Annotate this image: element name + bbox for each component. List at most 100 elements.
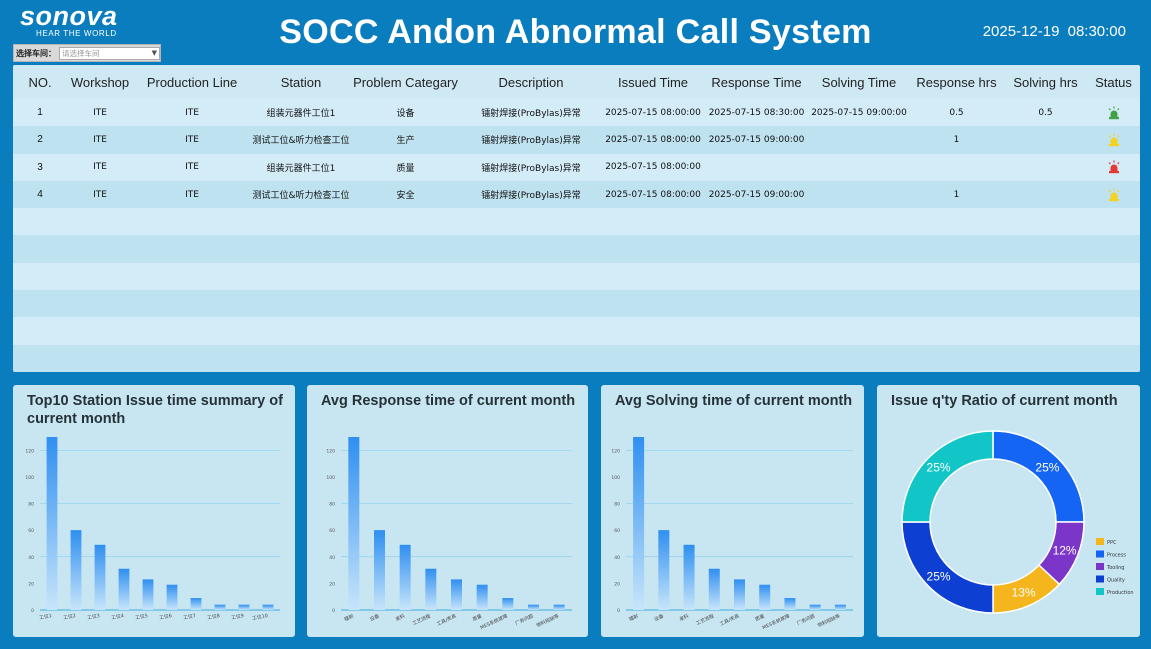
empty-cell xyxy=(809,208,909,235)
workshop-select[interactable]: 请选择车间 ▼ xyxy=(59,46,160,60)
y-tick-label: 40 xyxy=(614,555,620,561)
production-line-cell: ITE xyxy=(185,162,199,173)
row-number: 4 xyxy=(37,189,43,201)
issue-ratio-donut-chart: 25% 12% 13% 25% 25% PPC Process Tooling Quality P… xyxy=(901,430,1134,614)
response-hrs-cell xyxy=(909,154,1004,181)
empty-cell xyxy=(13,235,67,262)
column-header: NO. xyxy=(13,65,67,99)
x-tick-label: 工位5 xyxy=(135,612,149,621)
empty-cell xyxy=(67,345,133,372)
legend-swatch xyxy=(1096,588,1104,595)
avg-response-chart-panel: Avg Response time of current month 0 20 40… xyxy=(307,385,588,637)
bar xyxy=(238,604,250,610)
bar xyxy=(348,437,360,610)
bar xyxy=(262,604,274,610)
empty-cell xyxy=(251,263,351,290)
column-header: Response hrs xyxy=(909,65,1004,99)
y-tick-label: 20 xyxy=(28,581,34,587)
empty-cell xyxy=(133,290,251,317)
empty-cell xyxy=(351,290,460,317)
column-header: Response Time xyxy=(704,65,809,99)
empty-cell xyxy=(1087,290,1140,317)
x-tick-label: 工位3 xyxy=(87,612,101,621)
sonova-logo: sonova HEAR THE WORLD xyxy=(20,2,118,38)
category-cell: 生产 xyxy=(396,136,415,147)
column-header: Solving hrs xyxy=(1004,65,1087,99)
station-cell: 测试工位&听力检查工位 xyxy=(252,191,350,202)
empty-cell xyxy=(67,290,133,317)
empty-cell xyxy=(1004,345,1087,372)
y-tick-label: 0 xyxy=(617,608,620,614)
column-header: Problem Categary xyxy=(351,65,460,99)
y-tick-label: 40 xyxy=(329,555,335,561)
bar xyxy=(759,584,771,610)
bar xyxy=(784,598,796,610)
bar xyxy=(734,579,745,610)
station-cell: 测试工位&听力检查工位 xyxy=(252,136,350,147)
solving-time-cell: 2025-07-15 09:00:00 xyxy=(811,107,907,118)
bar xyxy=(214,604,226,610)
empty-cell xyxy=(13,345,67,372)
x-tick-label: MES系统故障 xyxy=(761,612,791,631)
top10-station-bar-chart: 0 20 40 60 80 100 120 工位1 工位2 工位3 工位4 工位5 工位6 工位7 工位8 工… xyxy=(25,437,280,622)
y-tick-label: 80 xyxy=(329,502,335,508)
empty-cell xyxy=(704,235,809,262)
x-tick-label: 厂务问题 xyxy=(514,612,535,627)
bar xyxy=(476,584,488,610)
category-cell: 设备 xyxy=(396,109,415,120)
column-header: Production Line xyxy=(133,65,251,99)
y-tick-label: 40 xyxy=(28,555,34,561)
y-tick-label: 60 xyxy=(329,528,335,534)
legend-label: PPC xyxy=(1107,540,1117,546)
empty-cell xyxy=(704,290,809,317)
empty-cell xyxy=(351,317,460,344)
table-row: 4 ITE ITE 测试工位&听力检查工位 安全 镭射焊接(ProBylas)异常 2025… xyxy=(13,180,1140,209)
empty-cell xyxy=(909,235,1004,262)
x-tick-label: 工位8 xyxy=(207,612,221,621)
empty-cell xyxy=(809,345,909,372)
top10-station-chart-panel: Top10 Station Issue time summary of curr… xyxy=(13,385,295,637)
chevron-down-icon[interactable]: ▼ xyxy=(151,48,157,57)
x-tick-label: 物料短缺等 xyxy=(817,612,842,629)
table-row xyxy=(13,344,1140,372)
chart-title: Avg Solving time of current month xyxy=(615,393,853,409)
x-tick-label: 工位6 xyxy=(159,612,173,621)
empty-cell xyxy=(460,317,602,344)
solving-hrs-cell xyxy=(1004,181,1087,208)
empty-cell xyxy=(809,235,909,262)
solving-hrs-cell: 0.5 xyxy=(1038,107,1053,118)
pie-slice xyxy=(901,430,994,523)
table-row: 1 ITE ITE 组装元器件工位1 设备 镭射焊接(ProBylas)异常 2025-07… xyxy=(13,99,1140,127)
empty-cell xyxy=(1004,208,1087,235)
bar xyxy=(528,604,539,610)
table-row: 2 ITE ITE 测试工位&听力检查工位 生产 镭射焊接(ProBylas)异常 2025… xyxy=(13,126,1140,154)
avg-response-bar-chart: 0 20 40 60 80 100 120 镭射 设备 来料 工艺流程 工具/夹具 质量MES系统故障厂… xyxy=(326,437,572,631)
empty-cell xyxy=(13,290,67,317)
x-tick-label: 工具/夹具 xyxy=(719,612,741,627)
pie-slice xyxy=(992,430,1085,523)
production-line-cell: ITE xyxy=(185,189,199,200)
bar xyxy=(834,604,846,610)
row-number: 3 xyxy=(37,161,43,173)
column-header: Station xyxy=(251,65,351,99)
bar xyxy=(399,544,411,610)
empty-cell xyxy=(1087,317,1140,344)
y-tick-label: 60 xyxy=(28,528,34,534)
x-tick-label: 工艺流程 xyxy=(695,612,716,627)
bar xyxy=(374,530,385,610)
issued-time-cell: 2025-07-15 08:00:00 xyxy=(605,162,701,173)
empty-cell xyxy=(809,290,909,317)
status-cell xyxy=(1087,99,1140,126)
slice-value-label: 25% xyxy=(927,569,951,583)
y-tick-label: 20 xyxy=(329,581,335,587)
empty-cell xyxy=(809,317,909,344)
workshop-cell: ITE xyxy=(93,107,107,118)
logo-tagline: HEAR THE WORLD xyxy=(36,29,117,38)
empty-cell xyxy=(704,317,809,344)
row-number: 1 xyxy=(37,107,43,119)
bar xyxy=(46,437,58,610)
y-tick-label: 20 xyxy=(614,581,620,587)
column-header: Issued Time xyxy=(602,65,704,99)
category-cell: 安全 xyxy=(396,191,415,202)
empty-cell xyxy=(351,345,460,372)
